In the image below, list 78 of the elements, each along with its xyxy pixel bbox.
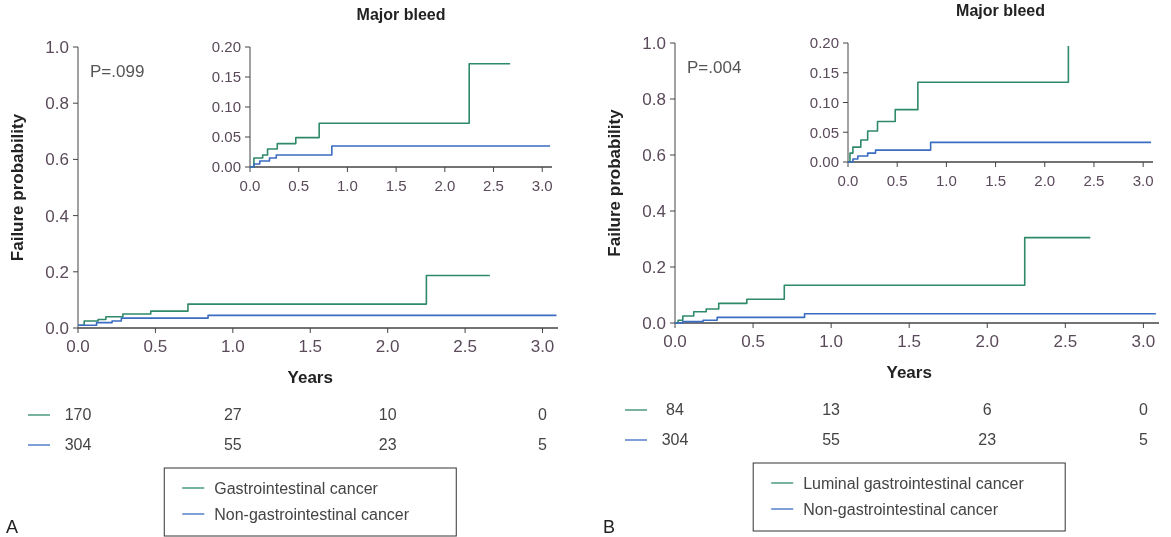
- x-tick-label: 1.0: [935, 172, 957, 189]
- x-tick-label: 3.0: [1131, 332, 1156, 351]
- x-tick-label: 0.0: [239, 177, 261, 194]
- y-tick-label: 0.20: [809, 34, 839, 52]
- text: B: [603, 517, 616, 537]
- x-tick-label: 2.5: [453, 337, 477, 356]
- annotation: P=.099: [90, 62, 145, 81]
- text: 5: [538, 436, 548, 453]
- x-tick-label: 0.5: [288, 177, 310, 194]
- legend-label: Gastrointestinal cancer: [214, 479, 379, 497]
- text: 55: [822, 431, 841, 448]
- x-tick-label: 0.0: [66, 337, 90, 356]
- text: 13: [822, 401, 841, 418]
- text: 55: [223, 436, 242, 453]
- x-tick-label: 2.0: [975, 332, 1000, 351]
- x-tick-label: 1.5: [897, 332, 922, 351]
- x-tick-label: 2.5: [1053, 332, 1078, 351]
- y-tick-label: 0.10: [809, 93, 839, 111]
- x-tick-label: 1.5: [385, 177, 407, 194]
- text: 5: [1138, 431, 1148, 448]
- x-tick-label: 1.5: [985, 172, 1007, 189]
- x-tick-label: 1.5: [298, 337, 323, 356]
- y-tick-label: 0.2: [45, 262, 69, 282]
- text: 23: [978, 431, 997, 448]
- text: 0: [538, 406, 548, 423]
- annotation: P=.004: [687, 58, 742, 77]
- x-tick-label: 2.5: [1083, 172, 1105, 189]
- x-tick-label: 0.0: [837, 172, 859, 189]
- y-tick-label: 0.2: [642, 257, 666, 277]
- y-tick-label: 1.0: [45, 37, 69, 57]
- legend-label: Non-gastrointestinal cancer: [214, 505, 410, 523]
- x-tick-label: 0.0: [663, 332, 687, 351]
- y-tick-label: 0.6: [45, 150, 69, 170]
- y-tick-label: 0.8: [642, 89, 666, 109]
- y-axis-title: Failure probability: [605, 108, 624, 257]
- x-axis-title: Years: [287, 368, 333, 387]
- y-tick-label: 0.00: [211, 158, 241, 176]
- y-tick-label: 0.4: [642, 201, 666, 221]
- x-tick-label: 2.0: [1034, 172, 1056, 189]
- y-tick-label: 0.15: [211, 68, 241, 86]
- x-tick-label: 2.0: [434, 177, 456, 194]
- y-tick-label: 0.05: [211, 128, 241, 146]
- x-tick-label: 2.0: [375, 337, 400, 356]
- chart-title: Major bleed: [956, 2, 1045, 19]
- y-tick-label: 0.8: [45, 94, 69, 114]
- legend-label: Non-gastrointestinal cancer: [803, 500, 999, 518]
- y-tick-label: 1.0: [642, 33, 666, 53]
- text: 27: [223, 406, 242, 423]
- x-tick-label: 0.5: [143, 337, 168, 356]
- x-tick-label: 3.0: [530, 337, 555, 356]
- x-tick-label: 2.5: [483, 177, 504, 194]
- legend-label: Luminal gastrointestinal cancer: [803, 474, 1025, 492]
- x-axis-title: Years: [886, 363, 932, 382]
- y-tick-label: 0.0: [642, 313, 666, 333]
- text: A: [6, 517, 19, 537]
- y-tick-label: 0.00: [809, 153, 839, 171]
- y-tick-label: 0.20: [211, 38, 241, 56]
- y-axis-title: Failure probability: [8, 113, 27, 262]
- text: 304: [64, 436, 92, 453]
- x-tick-label: 0.5: [886, 172, 908, 189]
- x-tick-label: 1.0: [336, 177, 358, 194]
- text: 304: [661, 431, 689, 448]
- text: 10: [378, 406, 397, 423]
- y-tick-label: 0.6: [642, 145, 666, 165]
- y-tick-label: 0.0: [45, 318, 69, 338]
- x-tick-label: 0.5: [741, 332, 765, 351]
- x-tick-label: 3.0: [1132, 172, 1154, 189]
- chart-title: Major bleed: [356, 6, 446, 23]
- x-tick-label: 3.0: [531, 177, 553, 194]
- text: 6: [982, 401, 992, 418]
- y-tick-label: 0.05: [809, 123, 839, 141]
- y-tick-label: 0.15: [809, 64, 839, 81]
- text: 170: [64, 406, 92, 423]
- y-tick-label: 0.10: [211, 98, 241, 116]
- text: 84: [666, 401, 684, 418]
- text: 23: [378, 436, 397, 453]
- y-tick-label: 0.4: [45, 206, 69, 226]
- text: 0: [1138, 401, 1148, 418]
